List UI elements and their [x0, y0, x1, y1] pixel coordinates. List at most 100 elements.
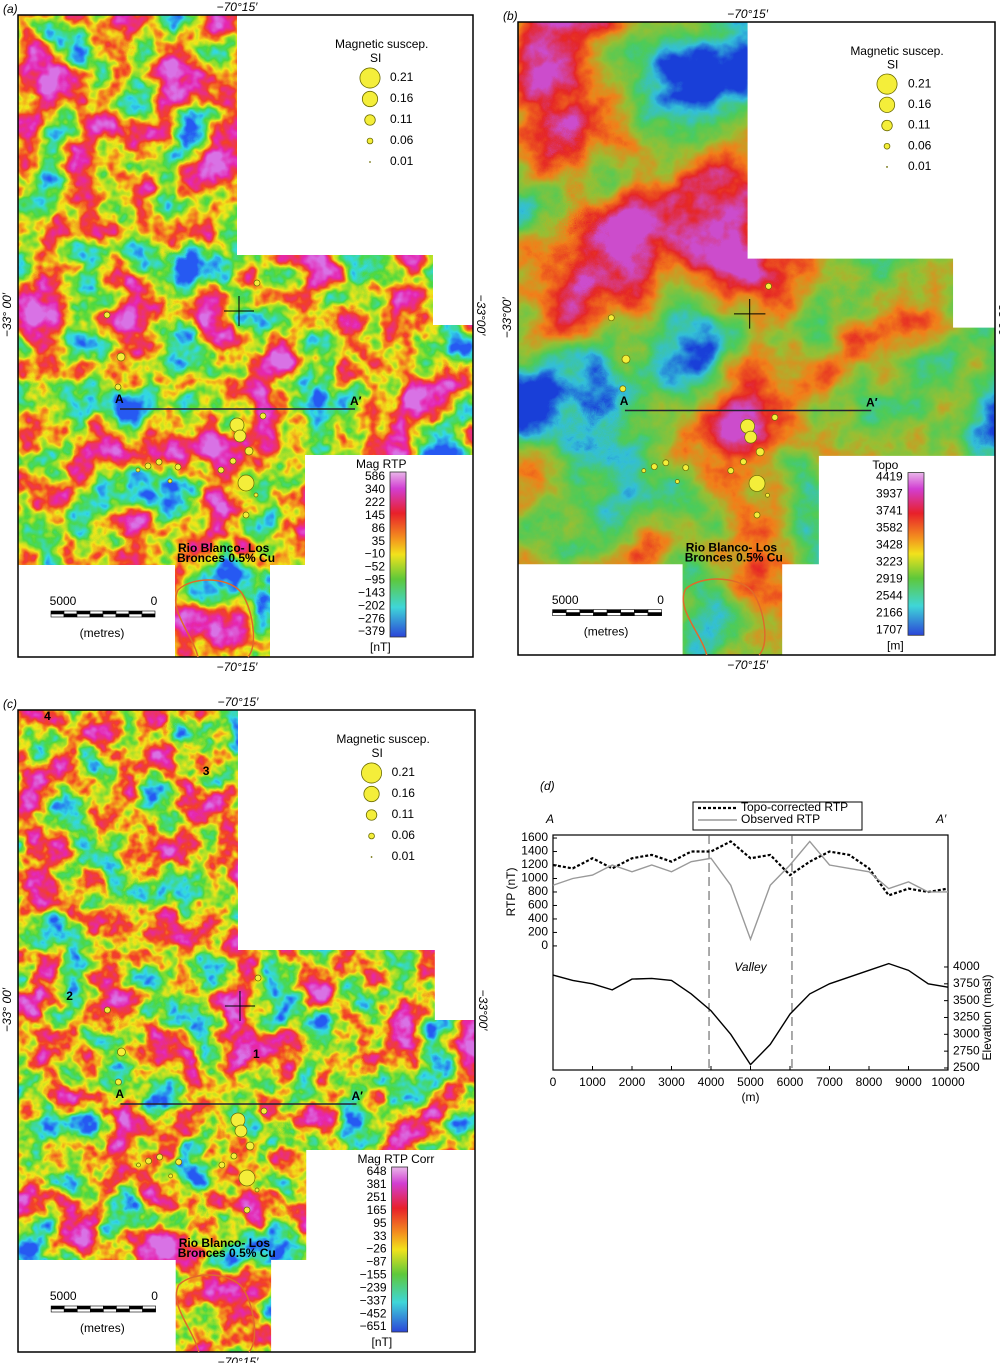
sample-point [115, 1078, 122, 1086]
scale-bar-segment [620, 609, 635, 613]
valley-label: Valley [734, 960, 767, 974]
colorbar-label: 340 [365, 482, 385, 496]
sample-point [114, 383, 122, 391]
scale-bar-segment [76, 613, 91, 618]
legend-circle [370, 856, 373, 858]
y-tick-label: 1600 [521, 830, 548, 844]
map-frame [17, 14, 474, 658]
lon-bottom: −70°15′ [218, 1355, 260, 1363]
scale-bar-segment [50, 1308, 65, 1313]
y-tick-label: 400 [528, 911, 548, 925]
colorbar-title: Topo [872, 458, 898, 472]
legend-circle [369, 161, 371, 163]
colorbar-label: −651 [360, 1319, 387, 1333]
colorbar-label: 2166 [876, 606, 903, 620]
colorbar-label: 3223 [876, 555, 903, 569]
scale-bar-segment [634, 609, 649, 613]
lat-right: −33°00′ [474, 295, 488, 337]
sample-point [229, 417, 245, 433]
panel-label: (c) [3, 697, 17, 711]
y-tick-label: 1000 [521, 871, 548, 885]
legend-label: 0.16 [908, 97, 932, 111]
x-tick-label: 1000 [579, 1075, 606, 1089]
scale-bar-segment [579, 612, 594, 616]
scale-bar-segment [552, 612, 567, 616]
sample-point [650, 463, 658, 471]
legend-label: 0.06 [908, 138, 932, 152]
colorbar-label: 4419 [876, 470, 903, 484]
scale-left: 5000 [552, 593, 579, 607]
series-line [552, 962, 949, 1066]
legend-label: 0.21 [392, 765, 416, 779]
sample-point [244, 446, 254, 456]
sample-point [245, 1141, 255, 1151]
legend-label: 0.16 [390, 91, 414, 105]
scale-bar-segment [50, 1305, 65, 1310]
legend-label: 0.11 [390, 112, 413, 126]
colorbar-label: 251 [367, 1190, 387, 1204]
scale-bar-segment [141, 613, 156, 618]
colorbar-label: 95 [373, 1216, 387, 1230]
scale-bar-segment [593, 609, 608, 613]
colorbar-label: −276 [358, 611, 385, 625]
sample-point [145, 1157, 152, 1165]
scale-bar-segment [141, 610, 156, 615]
scale-bar-segment [50, 613, 65, 618]
scale-right: 0 [657, 593, 664, 607]
colorbar [391, 1166, 409, 1333]
y2-tick-label: 3000 [953, 1026, 980, 1040]
colorbar [389, 471, 407, 638]
sample-point [259, 412, 267, 420]
x-tick-label: 2000 [619, 1075, 646, 1089]
section-start: A [620, 394, 629, 408]
colorbar-label: −239 [360, 1280, 387, 1294]
legend-box [692, 801, 863, 831]
sample-point [155, 458, 163, 466]
sample-point [103, 311, 111, 319]
scale-bar-segment [647, 612, 662, 616]
y-tick-label: 800 [528, 884, 548, 898]
sample-point [104, 1006, 111, 1014]
legend-label: 0.11 [908, 118, 931, 132]
section-end: A′ [866, 396, 878, 410]
legend-circle [883, 142, 891, 150]
sample-point [727, 467, 735, 474]
scale-bar-segment [129, 1305, 143, 1310]
scale-bar-segment [116, 1308, 130, 1313]
scale-bar-segment [129, 1308, 143, 1313]
x-tick-label: 10000 [931, 1075, 965, 1089]
scale-bar-segment [115, 610, 130, 615]
lat-left: −33° 00′ [0, 987, 14, 1032]
legend-title: Magnetic suscep. [335, 37, 428, 51]
colorbar-label: −52 [365, 560, 386, 574]
legend-label: 0.06 [390, 133, 414, 147]
panel-label: (b) [503, 9, 518, 23]
scale-bar-segment [634, 612, 649, 616]
x-tick-label: 7000 [816, 1075, 843, 1089]
section-end: A′ [935, 812, 947, 826]
area-label: 3 [203, 764, 210, 778]
colorbar-label: 1707 [876, 623, 903, 637]
map-panel: A A′ (a) −70°15′ −70°15′ −33° 00′ −33°00′ Magne… [0, 0, 488, 674]
legend-label: 0.01 [392, 849, 416, 863]
scale-bar-segment [128, 610, 143, 615]
scale-bar-segment [90, 1305, 104, 1310]
section-start: A [115, 1087, 124, 1101]
lon-top: −70°15′ [217, 0, 259, 14]
sample-point [748, 475, 766, 492]
area-label: 1 [253, 1047, 260, 1061]
legend-label: 0.01 [908, 159, 932, 173]
scale-bar-segment [103, 1305, 117, 1310]
colorbar [907, 472, 925, 636]
legend-label: Topo-corrected RTP [741, 800, 848, 814]
lat-right: −33°00′ [476, 990, 490, 1032]
scale-bar-segment [606, 612, 622, 616]
colorbar-unit: [m] [887, 638, 904, 652]
colorbar-label: 145 [365, 508, 385, 522]
section-start: A [115, 392, 124, 406]
legend-circle [361, 762, 383, 784]
legend-circle [359, 67, 381, 89]
scale-left: 5000 [50, 594, 77, 608]
colorbar-label: −202 [358, 598, 385, 612]
sample-point [682, 464, 690, 472]
